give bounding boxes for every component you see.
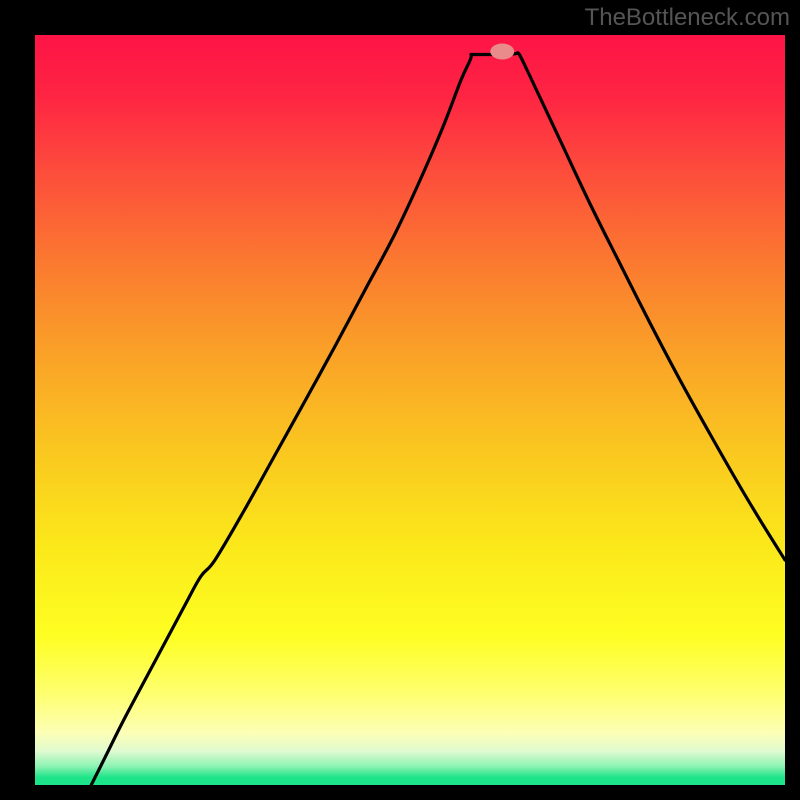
chart-container: TheBottleneck.com [0,0,800,800]
watermark-text: TheBottleneck.com [585,4,790,32]
optimum-marker [490,44,514,60]
bottleneck-chart [0,0,800,800]
